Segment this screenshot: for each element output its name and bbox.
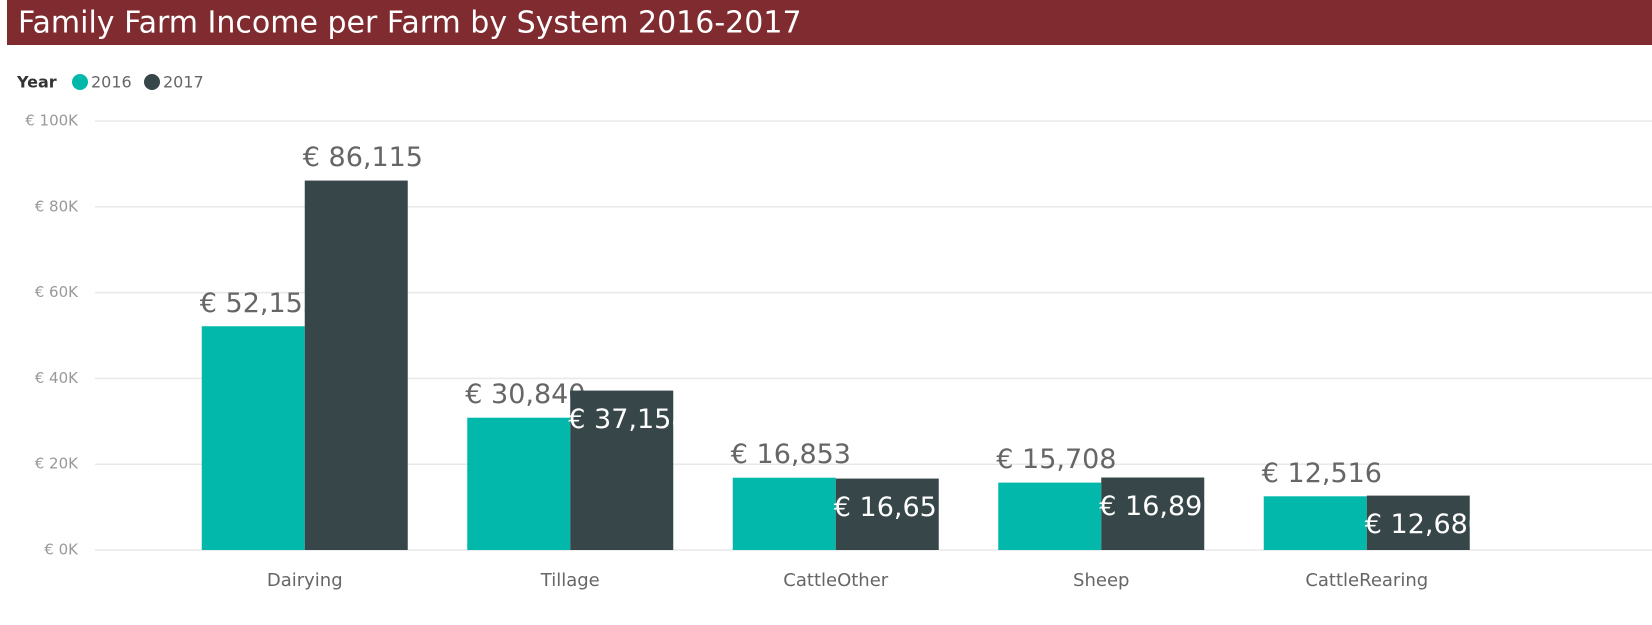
bar bbox=[304, 180, 408, 550]
data-label: € 12,680 bbox=[1365, 509, 1485, 540]
x-tick-label: Tillage bbox=[540, 570, 600, 591]
data-label: € 16,897 bbox=[1099, 491, 1219, 522]
bar bbox=[570, 390, 674, 550]
bar bbox=[998, 482, 1102, 550]
legend-title: Year bbox=[16, 73, 57, 92]
bar bbox=[201, 326, 305, 550]
y-tick-label: € 100K bbox=[25, 112, 79, 130]
title-bar bbox=[7, 0, 1652, 45]
data-label: € 37,158 bbox=[568, 404, 688, 435]
data-label: € 16,853 bbox=[731, 439, 851, 470]
bar bbox=[1263, 496, 1367, 550]
data-label: € 16,651 bbox=[834, 492, 954, 523]
x-tick-label: CattleOther bbox=[783, 570, 888, 591]
bar bbox=[835, 478, 939, 550]
x-tick-label: Dairying bbox=[267, 570, 343, 591]
y-tick-label: € 80K bbox=[35, 197, 79, 215]
data-label: € 12,516 bbox=[1262, 458, 1382, 489]
x-tick-label: CattleRearing bbox=[1305, 570, 1428, 591]
y-tick-label: € 40K bbox=[35, 369, 79, 387]
data-label: € 15,708 bbox=[996, 444, 1116, 475]
bar bbox=[1101, 477, 1205, 550]
legend-marker bbox=[144, 74, 160, 90]
y-tick-label: € 20K bbox=[35, 455, 79, 473]
x-tick-label: Sheep bbox=[1073, 570, 1129, 591]
bar bbox=[732, 477, 836, 550]
legend-label: 2017 bbox=[163, 73, 204, 92]
legend-label: 2016 bbox=[91, 73, 132, 92]
data-label: € 30,840 bbox=[465, 379, 585, 410]
legend-marker bbox=[72, 74, 88, 90]
bar bbox=[467, 417, 571, 550]
chart-title: Family Farm Income per Farm by System 20… bbox=[18, 6, 802, 41]
y-tick-label: € 0K bbox=[44, 541, 79, 559]
data-label: € 52,155 bbox=[200, 288, 320, 319]
y-tick-label: € 60K bbox=[35, 283, 79, 301]
data-label: € 86,115 bbox=[303, 142, 423, 173]
bar bbox=[1366, 495, 1470, 550]
